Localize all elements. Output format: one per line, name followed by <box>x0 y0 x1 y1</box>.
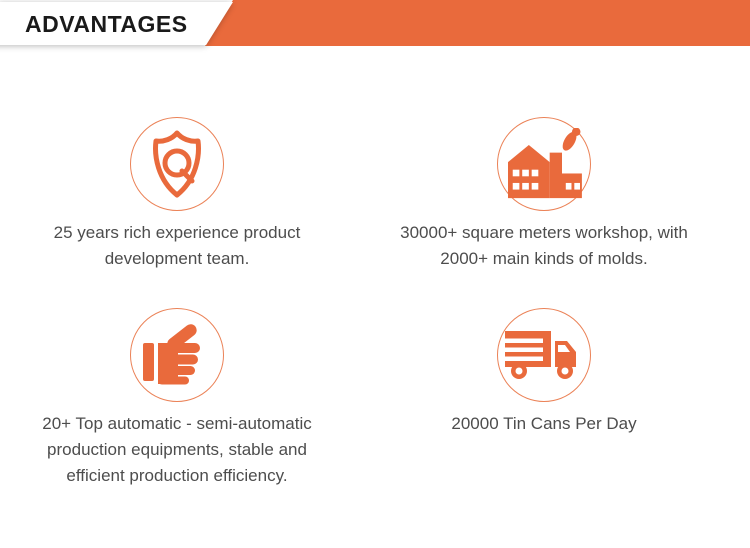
quality-shield-icon <box>153 130 201 198</box>
icon-circle <box>130 117 224 211</box>
delivery-truck-icon <box>505 331 576 379</box>
advantage-item-equipment: 20+ Top automatic - semi-automatic produ… <box>0 308 354 489</box>
advantages-grid: 25 years rich experience product develop… <box>0 46 750 489</box>
advantage-item-experience: 25 years rich experience product develop… <box>0 117 354 272</box>
advantage-caption: 20000 Tin Cans Per Day <box>451 414 637 433</box>
icon-circle <box>497 117 591 211</box>
icon-circle <box>497 308 591 402</box>
advantage-caption: 30000+ square meters workshop, with 2000… <box>400 223 688 268</box>
advantage-item-capacity: 20000 Tin Cans Per Day <box>354 308 734 437</box>
header-orange-band <box>205 0 750 46</box>
advantage-item-workshop: 30000+ square meters workshop, with 2000… <box>354 117 734 272</box>
section-header: ADVANTAGES <box>0 0 750 46</box>
thumbs-up-icon <box>143 324 200 385</box>
section-title: ADVANTAGES <box>25 11 188 37</box>
advantage-caption: 20+ Top automatic - semi-automatic produ… <box>42 414 312 485</box>
advantage-caption: 25 years rich experience product develop… <box>53 223 301 268</box>
factory-icon <box>508 128 582 199</box>
icon-circle <box>130 308 224 402</box>
